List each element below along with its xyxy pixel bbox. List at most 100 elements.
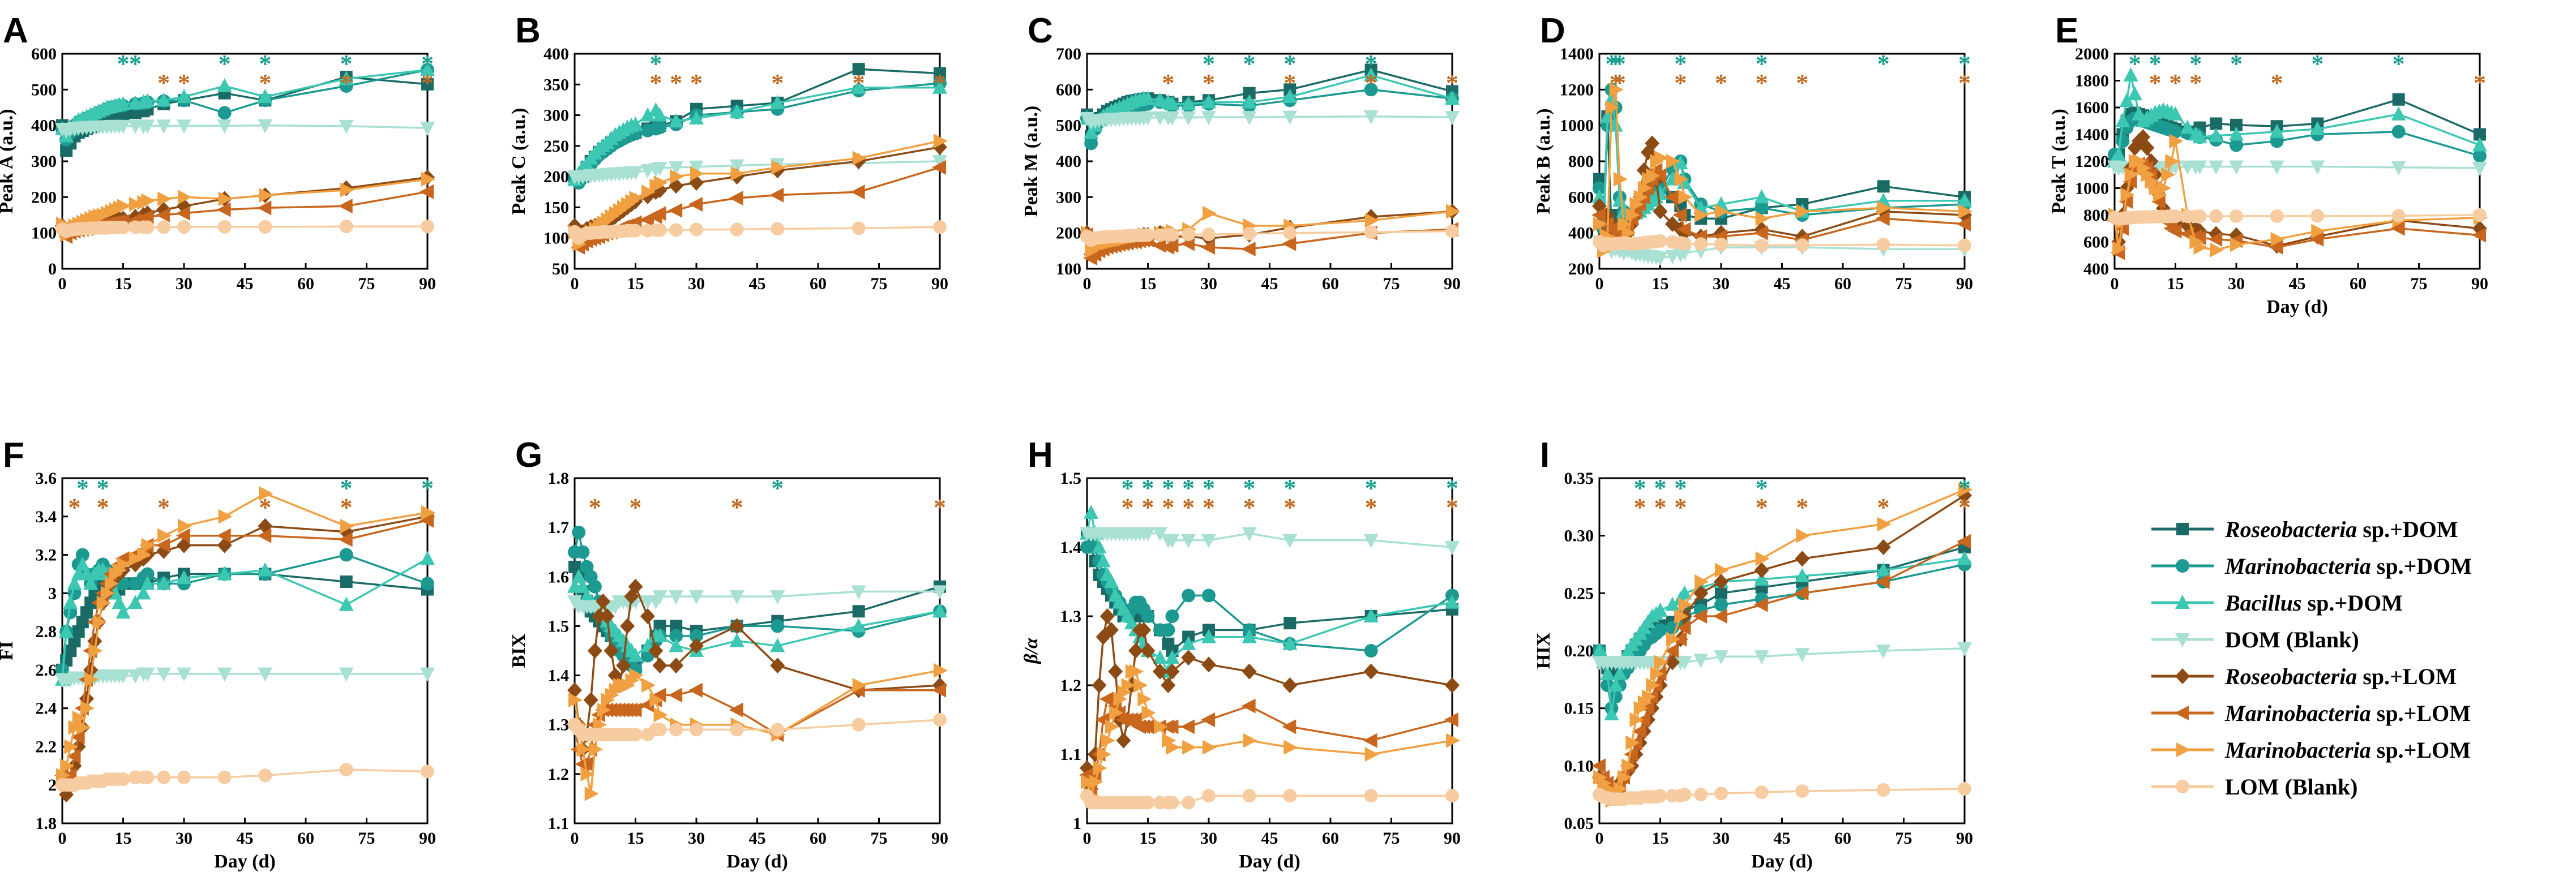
star-lom: * [1796, 69, 1808, 97]
panel-a: A 0 100 200 300 400 500 600 0 15 30 45 60 75 90 Peak A … [0, 11, 436, 293]
data-point [1753, 597, 1768, 612]
data-point [653, 121, 667, 135]
data-point [1714, 574, 1728, 590]
data-point [1876, 238, 1890, 252]
data-point [340, 575, 353, 588]
star-dom: * [76, 474, 89, 502]
data-point [217, 770, 232, 784]
data-point [1446, 733, 1460, 748]
x-tick-label: 90 [419, 829, 436, 848]
data-point [1137, 691, 1152, 707]
star-dom: * [1958, 50, 1971, 78]
data-point [1282, 719, 1296, 734]
data-point [1363, 608, 1379, 622]
star-dom: * [1958, 474, 1971, 502]
y-tick-label: 600 [1568, 188, 1594, 207]
star-lom: * [1365, 493, 1377, 521]
data-point [1161, 623, 1175, 637]
x-tick-label: 45 [1774, 829, 1791, 848]
data-point [1608, 677, 1623, 691]
data-point [1958, 782, 1971, 796]
data-point [852, 678, 867, 693]
star-lom: * [1877, 493, 1890, 521]
data-point [156, 92, 172, 107]
data-point [620, 618, 635, 634]
data-point [1154, 719, 1168, 734]
y-tick-label: 1.2 [548, 765, 570, 784]
data-point [934, 134, 948, 149]
data-point [178, 190, 192, 205]
data-point [66, 749, 81, 764]
star-lom: * [649, 69, 662, 97]
data-point [572, 525, 586, 539]
data-point [1666, 632, 1680, 647]
legend-marker [2176, 780, 2189, 793]
data-point [588, 742, 603, 757]
data-point [628, 578, 643, 595]
star-dom: * [1606, 50, 1618, 78]
legend-label: Roseobacteria sp.+LOM [2224, 664, 2457, 689]
data-point [1445, 789, 1459, 803]
data-point [2111, 147, 2126, 161]
data-point [1957, 551, 1972, 565]
data-point [2210, 117, 2223, 130]
data-point [1283, 789, 1297, 803]
data-point [1653, 252, 1668, 266]
data-point [2139, 140, 2155, 156]
x-tick-label: 90 [931, 274, 948, 293]
series-line [1598, 88, 1965, 252]
x-tick-label: 75 [1895, 829, 1912, 848]
data-point [258, 220, 272, 234]
data-point [1153, 527, 1167, 542]
star-dom: * [1162, 474, 1174, 502]
data-point [2391, 209, 2406, 223]
data-point [1364, 789, 1378, 803]
data-point [1165, 609, 1179, 623]
data-point [137, 547, 152, 562]
data-point [1694, 788, 1708, 802]
legend-marker [2176, 523, 2189, 535]
x-tick-label: 45 [237, 274, 254, 293]
data-point [2392, 93, 2405, 106]
data-point [851, 718, 866, 732]
legend-genus: LOM (Blank) [2225, 774, 2357, 800]
data-point [129, 551, 143, 566]
data-point [116, 221, 130, 235]
data-point [72, 625, 85, 638]
data-point [1646, 168, 1661, 183]
panel-letter: G [515, 436, 542, 475]
data-point [641, 678, 656, 693]
star-dom: * [2149, 50, 2162, 78]
legend-label: LOM (Blank) [2225, 774, 2357, 800]
x-tick-label: 15 [627, 274, 644, 293]
series-8 [1080, 789, 1459, 810]
x-tick-label: 0 [1083, 829, 1092, 848]
series-5 [567, 578, 947, 758]
data-point [157, 220, 171, 234]
data-point [2192, 160, 2207, 175]
x-tick-label: 45 [1774, 274, 1791, 293]
data-point [1593, 216, 1607, 231]
data-point [84, 596, 97, 609]
data-point [730, 222, 744, 237]
star-lom: * [1446, 69, 1458, 97]
data-point [1618, 216, 1632, 231]
data-point [604, 643, 619, 659]
data-point [851, 79, 866, 94]
data-point [583, 692, 598, 708]
star-dom: * [1283, 474, 1296, 502]
data-point [420, 122, 435, 136]
series-8 [568, 713, 947, 742]
data-point [1958, 238, 1971, 252]
data-point [670, 169, 684, 184]
data-point [1957, 642, 1972, 656]
data-point [933, 713, 947, 727]
star-lom: * [853, 69, 865, 97]
y-tick-label: 0.30 [1564, 527, 1594, 545]
star-dom: * [219, 50, 231, 78]
data-point [2167, 224, 2182, 239]
data-point [1715, 562, 1729, 578]
data-point [421, 577, 434, 591]
star-lom: * [69, 493, 81, 521]
